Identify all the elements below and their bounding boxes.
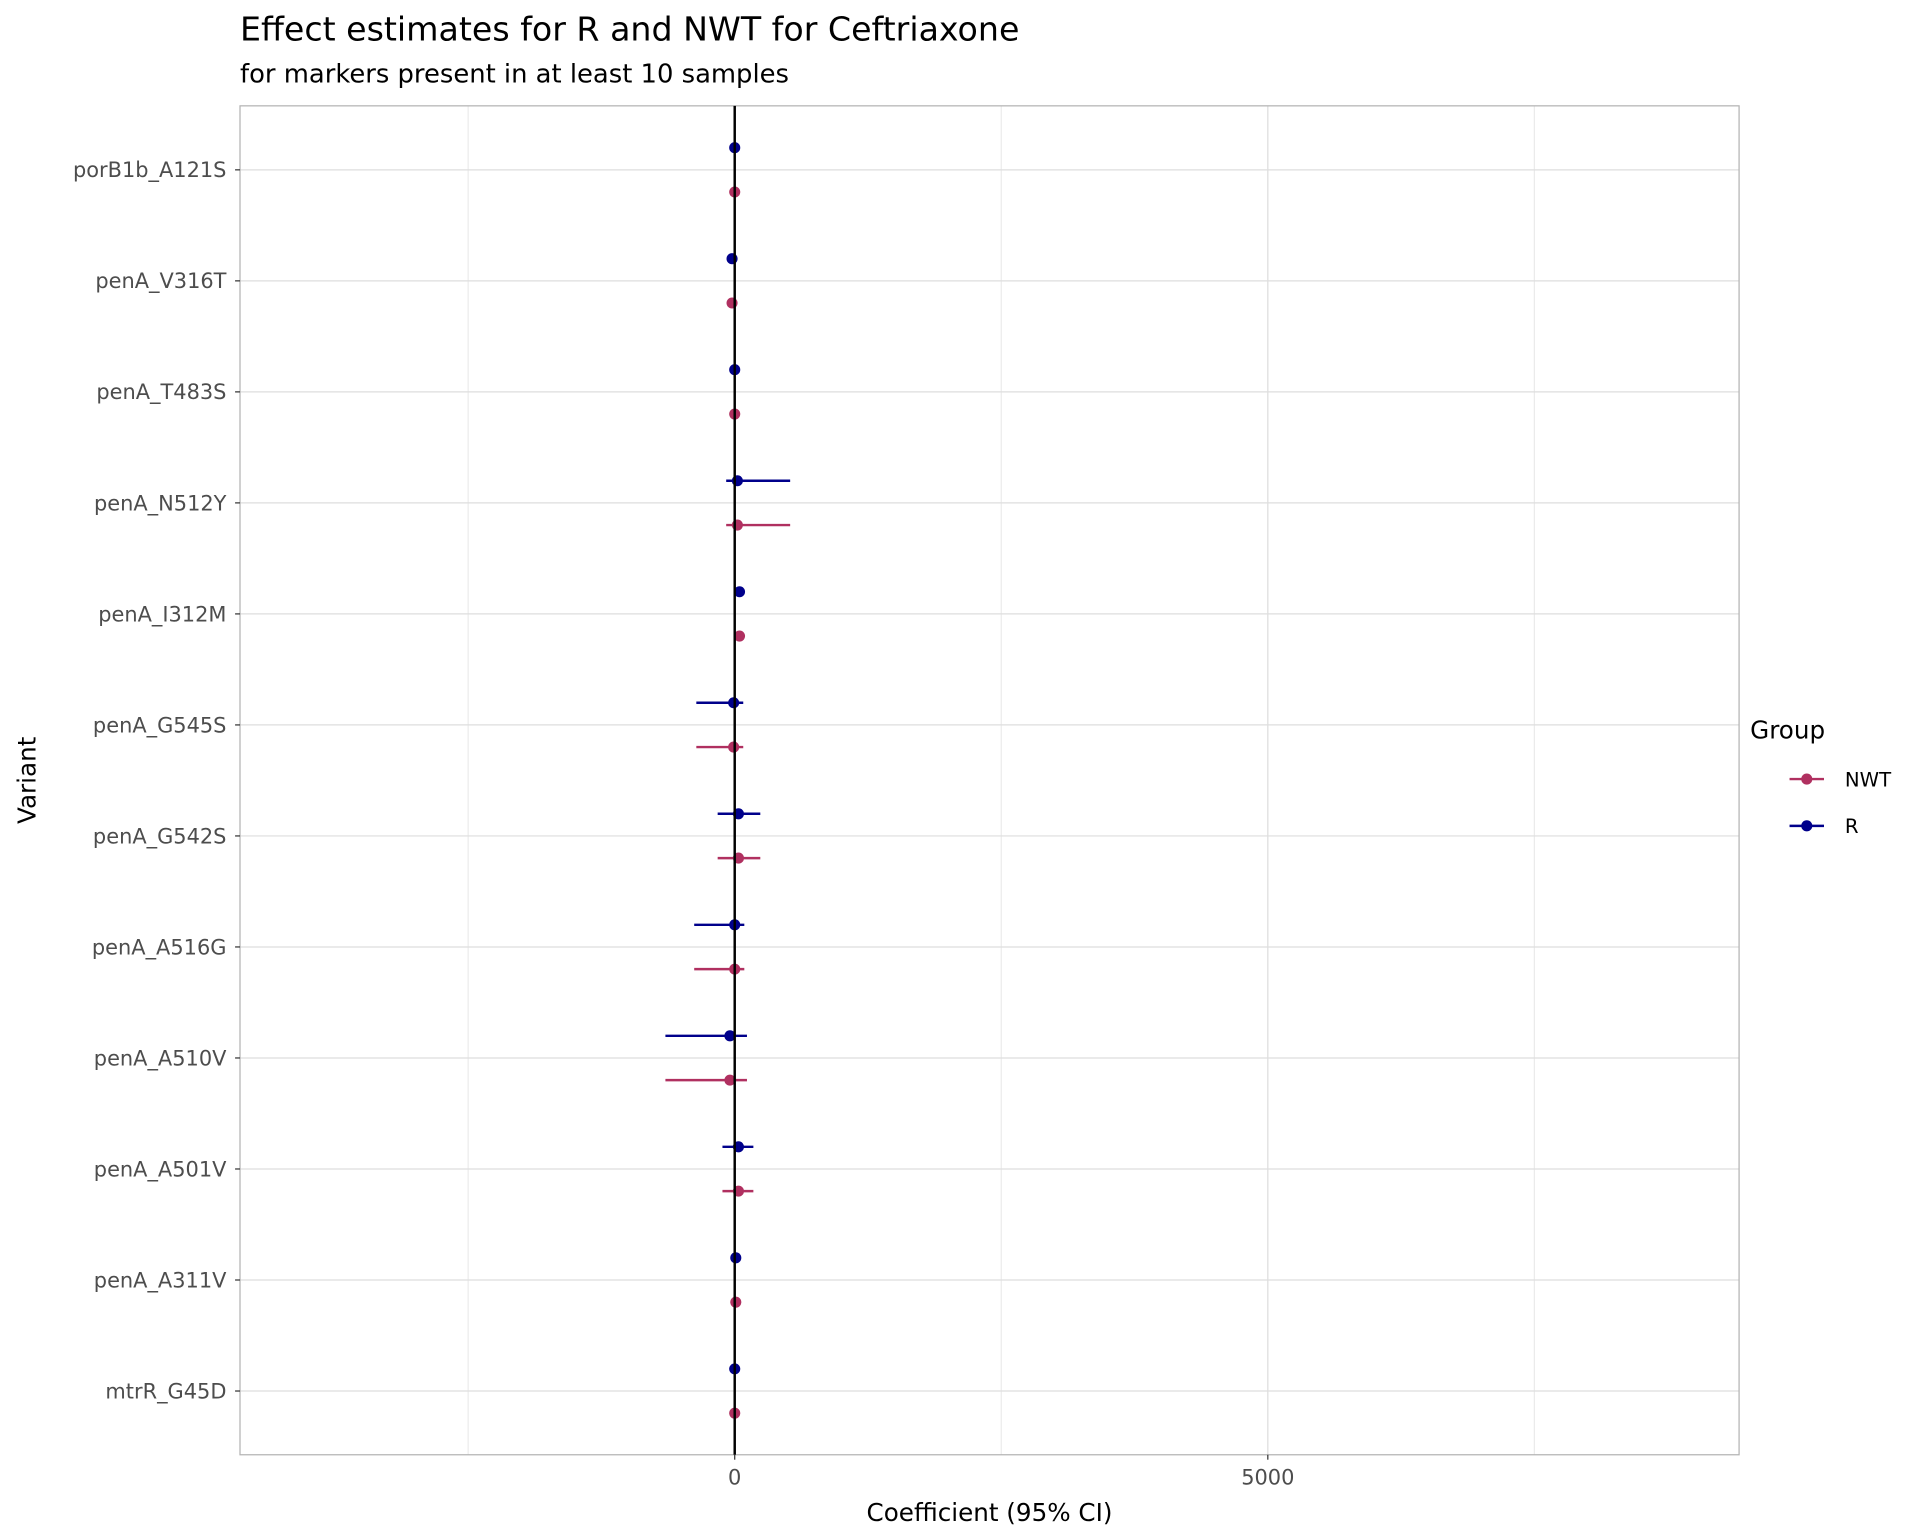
legend-key-point xyxy=(1801,820,1813,832)
plot-panel-border xyxy=(239,105,1740,1456)
y-tick-label: penA_G545S xyxy=(93,713,227,737)
legend-label: R xyxy=(1845,815,1859,838)
y-tick-label: penA_N512Y xyxy=(94,491,227,515)
y-axis-title: Variant xyxy=(13,736,42,824)
marks xyxy=(665,105,791,1455)
grid xyxy=(240,105,1740,1455)
y-tick-label: penA_T483S xyxy=(96,380,226,404)
y-tick-label: penA_I312M xyxy=(98,602,226,626)
legend-label: NWT xyxy=(1845,768,1892,791)
x-axis-title: Coefficient (95% CI) xyxy=(867,1498,1113,1527)
y-tick-label: penA_G542S xyxy=(93,824,227,848)
x-tick-label: 0 xyxy=(728,1465,741,1489)
point-R xyxy=(724,1030,736,1042)
chart-subtitle: for markers present in at least 10 sampl… xyxy=(240,59,789,89)
x-tick-labels: 0 5000 xyxy=(728,1454,1294,1489)
legend-key-point xyxy=(1801,773,1813,785)
y-tick-label: mtrR_G45D xyxy=(105,1379,226,1403)
legend-title: Group xyxy=(1750,715,1825,744)
point-NWT xyxy=(733,630,746,642)
y-tick-label: penA_V316T xyxy=(95,269,226,293)
y-tick-label: penA_A311V xyxy=(94,1268,227,1292)
chart-title: Effect estimates for R and NWT for Ceftr… xyxy=(240,10,1019,49)
y-tick-label: penA_A516G xyxy=(92,935,227,959)
y-tick-label: penA_A510V xyxy=(94,1046,227,1070)
y-tick-label: porB1b_A121S xyxy=(73,158,227,182)
y-tick-labels: porB1b_A121S penA_V316T penA_T483S penA_N51… xyxy=(73,158,240,1403)
point-NWT xyxy=(724,1074,736,1086)
legend: Group NWT R xyxy=(1750,715,1892,838)
point-R xyxy=(733,586,746,598)
y-tick-label: penA_A501V xyxy=(94,1157,227,1181)
x-tick-label: 5000 xyxy=(1241,1465,1294,1489)
